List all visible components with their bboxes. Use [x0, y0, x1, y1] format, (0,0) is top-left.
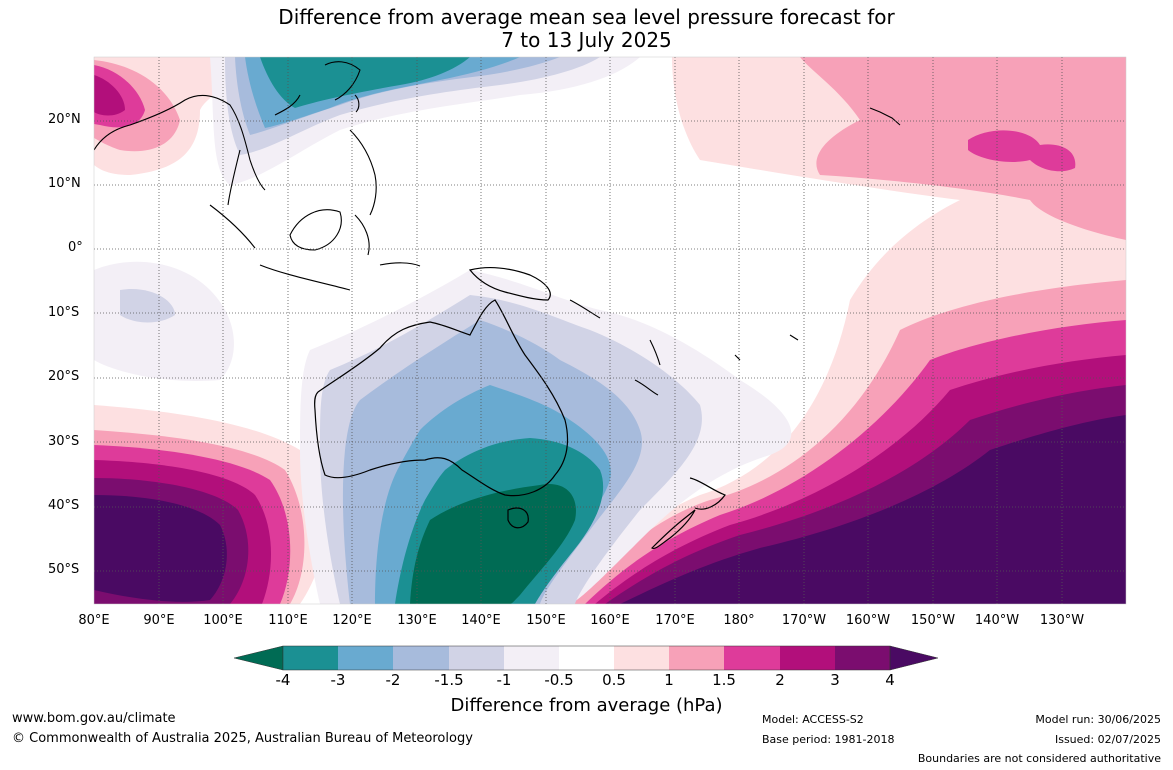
lon-label-160e: 160°E — [590, 613, 630, 628]
lat-label-20n: 20°N — [48, 112, 81, 127]
southeast-asia-coastline — [94, 94, 377, 216]
lat-label-50s: 50°S — [48, 562, 80, 577]
anomaly-p4-south — [620, 415, 1126, 604]
lon-label-180: 180° — [723, 613, 755, 628]
colorbar-seg-m05 — [504, 646, 559, 670]
lat-label-30s: 30°S — [48, 434, 80, 449]
colorbar-seg-p05 — [614, 646, 669, 670]
lon-label-100e: 100°E — [203, 613, 243, 628]
colorbar-title: Difference from average (hPa) — [450, 695, 723, 716]
lon-label-150w: 150°W — [910, 613, 956, 628]
colorbar-label: -3 — [330, 671, 346, 689]
lon-label-140w: 140°W — [974, 613, 1020, 628]
footer-model: Model: ACCESS-S2 — [762, 713, 864, 726]
graticule — [94, 57, 1126, 604]
colorbar-seg-p2 — [780, 646, 835, 670]
chart-title-line-1: Difference from average mean sea level p… — [278, 5, 895, 29]
anomaly-p4-west — [94, 495, 227, 602]
anomaly-m3-north — [260, 57, 470, 108]
colorbar — [233, 645, 939, 671]
lon-label-140e: 140°E — [461, 613, 501, 628]
lon-label-160w: 160°W — [845, 613, 891, 628]
colorbar-seg-p3 — [835, 646, 890, 670]
colorbar-label: 1.5 — [712, 671, 736, 689]
lon-label-130e: 130°E — [397, 613, 437, 628]
tasmania-coastline — [507, 507, 529, 529]
lat-label-10n: 10°N — [48, 176, 81, 191]
footer-website: www.bom.gov.au/climate — [12, 711, 176, 726]
lon-label-110e: 110°E — [268, 613, 308, 628]
colorbar-label: 0.5 — [602, 671, 626, 689]
colorbar-seg-p4 — [889, 645, 939, 671]
lon-label-170w: 170°W — [781, 613, 827, 628]
chart-title-line-2: 7 to 13 July 2025 — [501, 28, 672, 52]
new-guinea-coastline — [468, 266, 551, 301]
map-field — [94, 57, 1126, 604]
lon-label-120e: 120°E — [332, 613, 372, 628]
colorbar-label: -2 — [385, 671, 401, 689]
footer-copyright: © Commonwealth of Australia 2025, Austra… — [12, 731, 473, 746]
colorbar-label: 3 — [830, 671, 840, 689]
lon-label-170e: 170°E — [655, 613, 695, 628]
lon-label-90e: 90°E — [143, 613, 175, 628]
anomaly-p2-nw — [94, 75, 125, 116]
colorbar-seg-m15 — [393, 646, 449, 670]
lon-label-150e: 150°E — [526, 613, 566, 628]
lon-label-80e: 80°E — [78, 613, 110, 628]
colorbar-seg-m3 — [283, 646, 338, 670]
anomaly-m1-west — [120, 289, 175, 323]
maritime-continent-coastline — [209, 204, 421, 291]
colorbar-label: 4 — [885, 671, 895, 689]
colorbar-seg-m4 — [233, 645, 284, 671]
japan-taiwan-coastline — [324, 61, 361, 113]
footer-disclaimer: Boundaries are not considered authoritat… — [917, 752, 1161, 765]
colorbar-seg-m1 — [449, 646, 504, 670]
new-zealand-coastline — [651, 477, 726, 550]
colorbar-seg-p1 — [669, 646, 724, 670]
colorbar-label: 2 — [775, 671, 785, 689]
anomaly-m4-aus — [410, 484, 576, 604]
pacific-islands — [569, 107, 901, 396]
anomaly-p15-hawaii — [968, 130, 1076, 172]
anomaly-p1-east — [800, 57, 1126, 240]
colorbar-label: -1 — [496, 671, 512, 689]
lat-label-20s: 20°S — [48, 369, 80, 384]
lat-label-40s: 40°S — [48, 498, 80, 513]
colorbar-label: -0.5 — [544, 671, 574, 689]
colorbar-label: 1 — [664, 671, 674, 689]
footer-base-period: Base period: 1981-2018 — [762, 733, 895, 746]
lon-label-130w: 130°W — [1039, 613, 1085, 628]
colorbar-seg-p15 — [724, 646, 780, 670]
colorbar-label: -4 — [275, 671, 291, 689]
colorbar-seg-zero — [559, 646, 614, 670]
footer-issued: Issued: 02/07/2025 — [1054, 733, 1161, 746]
colorbar-label: -1.5 — [434, 671, 464, 689]
lat-label-10s: 10°S — [48, 305, 80, 320]
footer-model-run: Model run: 30/06/2025 — [1035, 713, 1161, 726]
australia-coastline — [314, 299, 569, 497]
colorbar-seg-m2 — [338, 646, 393, 670]
lat-label-0: 0° — [68, 240, 83, 255]
